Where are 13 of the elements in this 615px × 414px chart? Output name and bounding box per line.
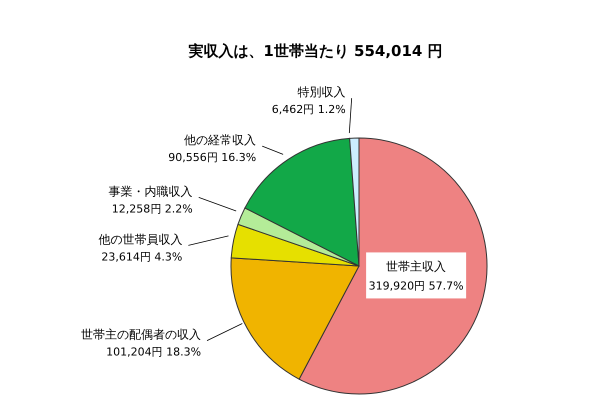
chart-title: 実収入は、1世帯当たり 554,014 円 [187, 42, 444, 61]
data-label: 101,204円 18.3% [106, 346, 202, 359]
data-label: 319,920円 57.7% [368, 279, 464, 292]
slice-label: 世帯主の配偶者の収入 [81, 328, 202, 342]
data-label: 23,614円 4.3% [101, 250, 182, 264]
data-label: 12,258円 2.2% [112, 202, 193, 216]
slice-label: 事業・内職収入 [108, 184, 193, 198]
slice-label: 他の世帯員収入 [98, 232, 182, 246]
data-label: 6,462円 1.2% [272, 103, 346, 116]
slice-label: 世帯主収入 [386, 259, 446, 274]
slice-label: 特別収入 [298, 85, 346, 100]
slice-label: 他の経常収入 [184, 133, 256, 148]
data-label: 90,556円 16.3% [168, 151, 256, 164]
